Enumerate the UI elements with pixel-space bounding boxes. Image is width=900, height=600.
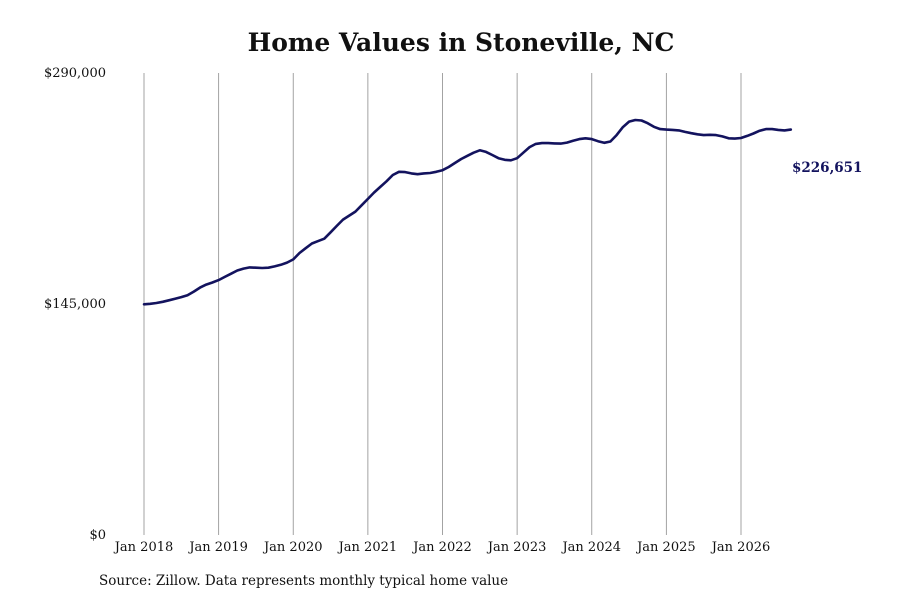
x-tick-label: Jan 2018 (113, 540, 174, 555)
x-axis-tick-labels: Jan 2018 Jan 2019 Jan 2020 Jan 2021 Jan 2022… (113, 540, 771, 555)
source-note: Source: Zillow. Data represents monthly … (99, 573, 509, 589)
vertical-gridlines (143, 73, 742, 535)
x-tick-label: Jan 2022 (411, 540, 472, 555)
x-tick-label: Jan 2023 (486, 540, 547, 555)
x-tick-label: Jan 2020 (262, 540, 323, 555)
x-tick-label: Jan 2021 (337, 540, 398, 555)
x-tick-label: Jan 2024 (560, 540, 621, 555)
x-tick-label: Jan 2019 (187, 540, 248, 555)
x-tick-label: Jan 2026 (710, 540, 771, 555)
x-tick-label: Jan 2025 (635, 540, 696, 555)
y-tick-label: $290,000 (44, 66, 106, 81)
y-tick-label: $0 (89, 528, 106, 543)
series-line (142, 118, 793, 306)
y-axis-tick-labels: $0 $145,000 $290,000 (44, 66, 106, 543)
end-value-label: $226,651 (792, 160, 862, 176)
y-tick-label: $145,000 (44, 297, 106, 312)
chart-title: Home Values in Stoneville, NC (247, 28, 675, 57)
series-layer (142, 118, 793, 306)
